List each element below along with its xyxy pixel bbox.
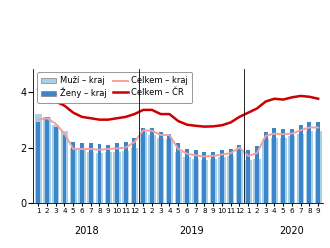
Bar [192,159,199,203]
Bar [70,148,77,203]
Legend: Muží – kraj, Ženy – kraj, Celkem – kraj, Celkem – ČR: Muží – kraj, Ženy – kraj, Celkem – kraj,… [37,72,192,103]
Bar [211,152,215,203]
Bar [96,153,103,203]
Bar [273,128,277,203]
Bar [229,149,233,203]
Bar [253,159,260,203]
Bar [87,152,94,203]
Bar [210,159,217,203]
Bar [71,142,75,203]
Bar [148,135,155,203]
Bar [183,157,190,203]
Bar [306,131,313,203]
Bar [62,135,66,203]
Bar [246,150,250,203]
Bar [238,145,242,203]
Bar [157,138,164,203]
Bar [299,125,303,203]
Bar [236,150,243,203]
Text: 2020: 2020 [280,226,304,236]
Bar [218,157,225,203]
Bar [185,149,189,203]
Bar [61,131,68,203]
Bar [45,117,49,203]
Bar [80,143,84,203]
Bar [308,123,312,203]
Bar [176,143,180,203]
Bar [36,123,40,203]
Bar [201,160,208,203]
Bar [54,127,58,203]
Bar [314,131,322,203]
Bar [97,144,101,203]
Bar [288,136,295,203]
Bar [166,139,173,203]
Text: 2018: 2018 [74,226,99,236]
Bar [316,123,320,203]
Bar [35,114,42,203]
Bar [106,145,110,203]
Bar [122,151,129,203]
Bar [159,132,163,203]
Bar [89,143,93,203]
Bar [175,152,182,203]
Bar [264,132,268,203]
Bar [150,128,154,203]
Text: 2019: 2019 [179,226,204,236]
Bar [245,160,252,203]
Bar [168,134,171,203]
Bar [194,150,198,203]
Bar [271,138,278,203]
Bar [297,134,304,203]
Bar [115,143,119,203]
Bar [140,132,147,203]
Bar [220,150,224,203]
Bar [262,139,269,203]
Bar [280,138,287,203]
Bar [131,148,138,203]
Bar [114,152,120,203]
Bar [132,138,136,203]
Bar [203,152,206,203]
Bar [79,150,85,203]
Bar [44,117,50,203]
Bar [124,142,128,203]
Bar [141,128,145,203]
Bar [290,129,294,203]
Bar [227,156,234,203]
Bar [255,146,259,203]
Bar [281,129,285,203]
Bar [105,152,112,203]
Bar [52,125,59,203]
